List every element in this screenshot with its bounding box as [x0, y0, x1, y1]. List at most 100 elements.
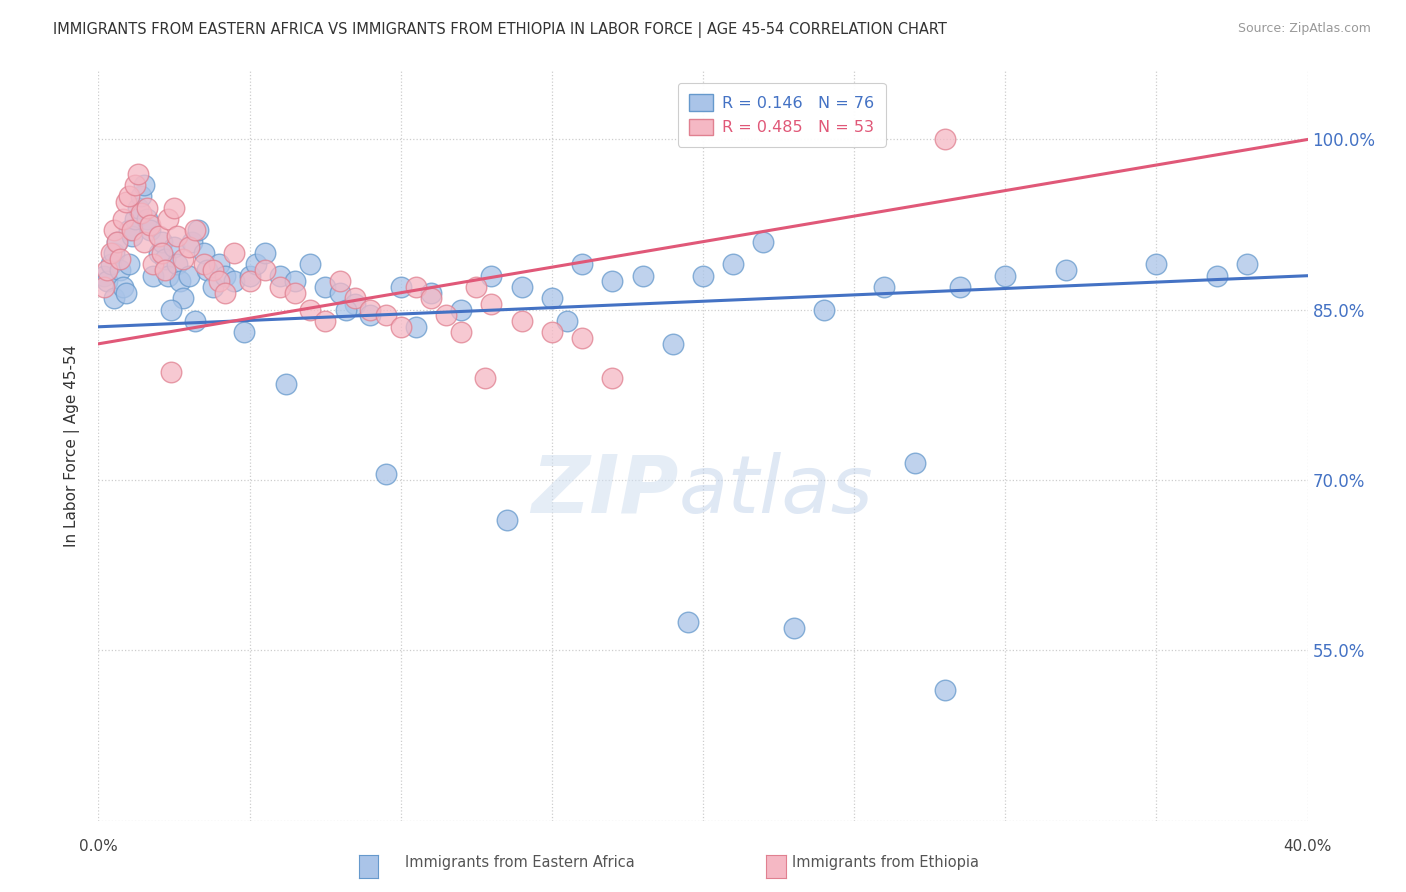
Point: [420, 292, 443, 306]
Point: [245, 257, 267, 271]
Point: [602, 274, 624, 288]
Point: [1054, 263, 1077, 277]
Point: [329, 285, 352, 300]
Point: [344, 292, 367, 306]
Point: [156, 268, 179, 283]
Text: ZIP: ZIP: [531, 452, 679, 530]
Point: [450, 302, 472, 317]
Point: [540, 326, 562, 340]
Point: [360, 302, 382, 317]
Point: [239, 274, 262, 288]
Point: [124, 211, 146, 226]
Point: [450, 326, 472, 340]
Point: [114, 285, 136, 300]
Text: IMMIGRANTS FROM EASTERN AFRICA VS IMMIGRANTS FROM ETHIOPIA IN LABOR FORCE | AGE : IMMIGRANTS FROM EASTERN AFRICA VS IMMIGR…: [53, 22, 948, 38]
Point: [111, 280, 134, 294]
Point: [100, 246, 122, 260]
Point: [105, 235, 128, 249]
Point: [202, 280, 225, 294]
Point: [434, 309, 457, 323]
Point: [166, 257, 188, 271]
Point: [93, 280, 115, 294]
Point: [481, 297, 503, 311]
Point: [299, 257, 322, 271]
Text: atlas: atlas: [679, 452, 873, 530]
Point: [692, 268, 714, 283]
Point: [127, 167, 149, 181]
Y-axis label: In Labor Force | Age 45-54: In Labor Force | Age 45-54: [63, 345, 80, 547]
Point: [160, 365, 183, 379]
Point: [121, 229, 143, 244]
Point: [118, 257, 141, 271]
Text: 40.0%: 40.0%: [1284, 839, 1331, 855]
Text: Source: ZipAtlas.com: Source: ZipAtlas.com: [1237, 22, 1371, 36]
Point: [184, 223, 207, 237]
Point: [474, 371, 496, 385]
Point: [405, 319, 427, 334]
Point: [127, 201, 149, 215]
Point: [661, 336, 683, 351]
Point: [179, 268, 201, 283]
Point: [184, 314, 207, 328]
Point: [783, 621, 806, 635]
Point: [96, 274, 118, 288]
Point: [224, 274, 246, 288]
Point: [481, 268, 503, 283]
Point: [114, 194, 136, 209]
Point: [129, 206, 152, 220]
Point: [602, 371, 624, 385]
Point: [100, 257, 122, 271]
Point: [208, 257, 231, 271]
Point: [179, 240, 201, 254]
Point: [723, 257, 745, 271]
Point: [129, 189, 152, 203]
Point: [148, 229, 170, 244]
Point: [193, 257, 215, 271]
Point: [495, 513, 517, 527]
Point: [166, 229, 188, 244]
Point: [118, 223, 141, 237]
Point: [163, 201, 186, 215]
Point: [135, 201, 157, 215]
Point: [269, 280, 291, 294]
Point: [132, 235, 155, 249]
Point: [139, 218, 162, 232]
Point: [150, 246, 173, 260]
Point: [934, 683, 956, 698]
Point: [96, 263, 118, 277]
Point: [163, 240, 186, 254]
Point: [329, 274, 352, 288]
Point: [142, 257, 165, 271]
Point: [274, 376, 297, 391]
Point: [374, 309, 396, 323]
Point: [465, 280, 488, 294]
Point: [571, 331, 593, 345]
Point: [103, 223, 125, 237]
Point: [103, 246, 125, 260]
Point: [555, 314, 578, 328]
Point: [994, 268, 1017, 283]
Point: [934, 132, 956, 146]
Point: [299, 302, 322, 317]
Point: [389, 319, 412, 334]
Point: [374, 467, 396, 482]
Point: [135, 211, 157, 226]
Point: [132, 178, 155, 192]
Point: [571, 257, 593, 271]
Point: [118, 189, 141, 203]
Legend: R = 0.146   N = 76, R = 0.485   N = 53: R = 0.146 N = 76, R = 0.485 N = 53: [678, 83, 886, 146]
Point: [510, 280, 533, 294]
Point: [269, 268, 291, 283]
Point: [873, 280, 896, 294]
Point: [187, 223, 209, 237]
Point: [224, 246, 246, 260]
Point: [904, 456, 927, 470]
Point: [676, 615, 699, 629]
Point: [193, 246, 215, 260]
Point: [813, 302, 835, 317]
Point: [121, 223, 143, 237]
Point: [232, 326, 254, 340]
Point: [752, 235, 775, 249]
Point: [153, 252, 176, 266]
Point: [214, 285, 236, 300]
